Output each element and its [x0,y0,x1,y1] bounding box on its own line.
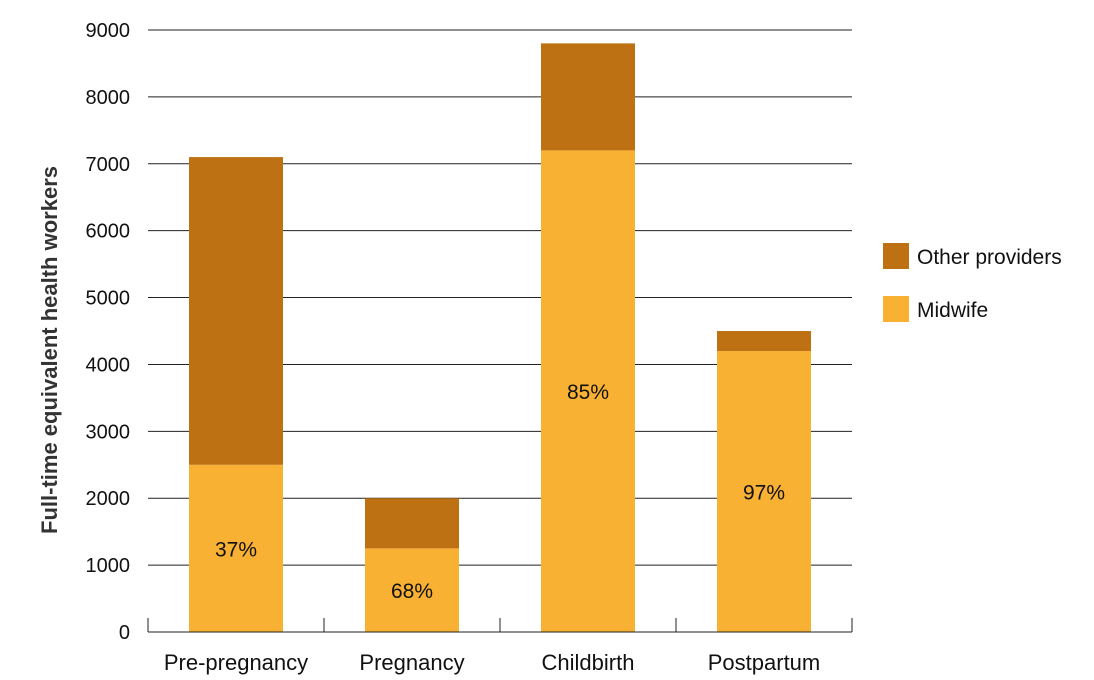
bar-midwife [189,464,283,632]
axes [147,618,853,633]
legend-swatch [883,243,909,269]
bar-midwife [541,150,635,632]
data-label: 68% [391,580,433,603]
y-tick-label: 5000 [86,288,131,310]
y-tick-label: 0 [119,622,130,644]
legend-label: Midwife [917,299,988,322]
x-category-label: Pre-pregnancy [164,650,308,675]
labels: 0 1000 2000 3000 4000 5000 6000 7000 8000 9000 37%… [86,20,821,675]
data-label: 85% [567,381,609,404]
data-label: 97% [743,482,785,505]
bar-other-providers [717,331,811,352]
y-axis-label: Full-time equivalent health workers [37,166,62,534]
y-tick-label: 2000 [86,488,131,510]
bar-other-providers [365,498,459,549]
y-tick-label: 8000 [86,87,131,109]
data-label: 37% [215,538,257,561]
y-tick-label: 3000 [86,421,131,443]
y-tick-label: 6000 [86,221,131,243]
legend: Other providers Midwife [883,243,1062,322]
y-tick-label: 1000 [86,555,131,577]
bar-midwife [365,548,459,632]
legend-label: Other providers [917,246,1062,269]
y-tick-label: 7000 [86,154,131,176]
bar-other-providers [541,43,635,151]
legend-swatch [883,296,909,322]
y-tick-label: 4000 [86,354,131,376]
x-category-label: Postpartum [708,650,821,675]
x-category-label: Pregnancy [359,650,464,675]
x-category-label: Childbirth [542,650,635,675]
bar-midwife [717,351,811,632]
y-tick-label: 9000 [86,20,131,42]
bars [189,43,811,632]
bar-other-providers [189,157,283,465]
